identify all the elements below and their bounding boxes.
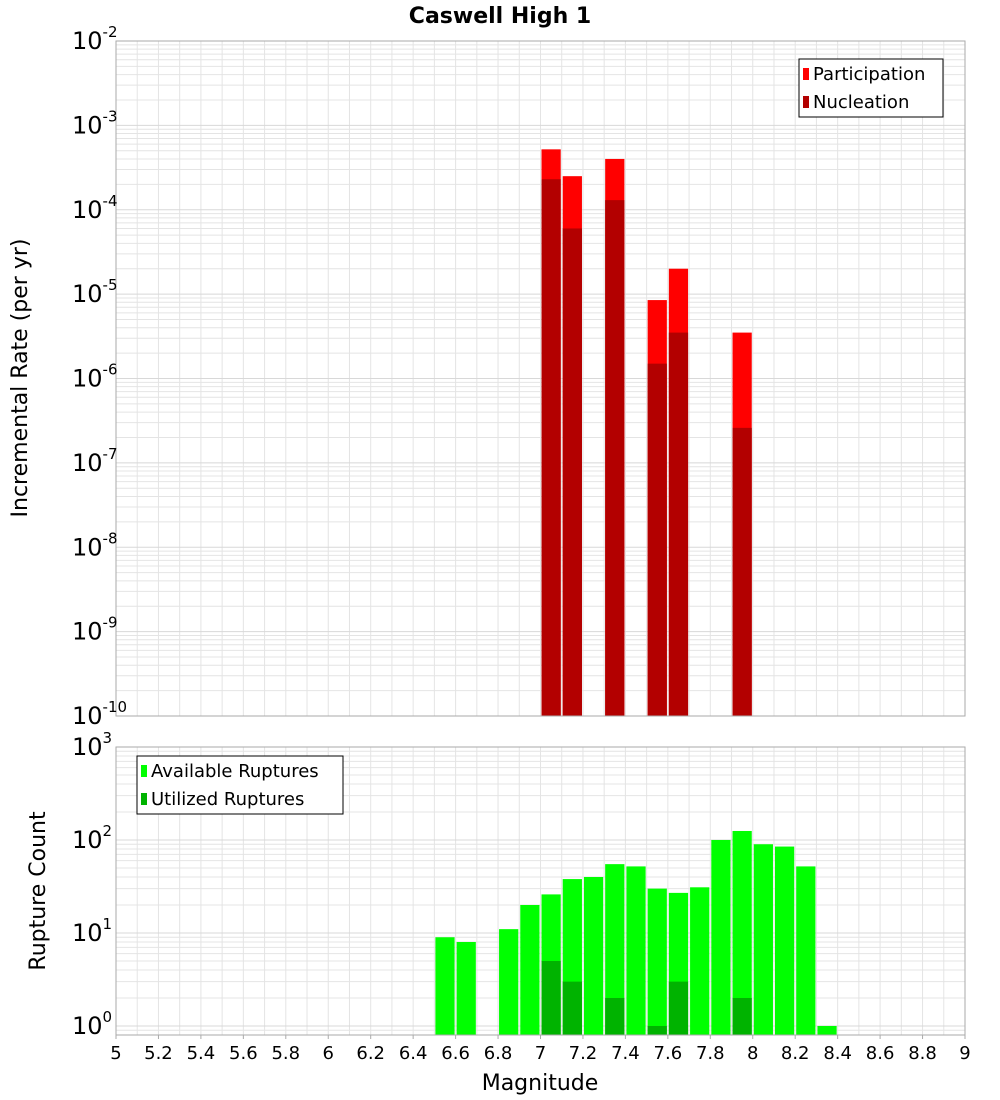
count-legend-swatch (141, 765, 147, 777)
count-bar-available (690, 887, 710, 1035)
x-tick-label: 5 (110, 1043, 121, 1064)
chart-title: Caswell High 1 (409, 4, 591, 29)
count-legend-swatch (141, 793, 147, 805)
count-legend-label: Available Ruptures (151, 761, 319, 782)
count-y-tick-label: 102 (72, 822, 112, 854)
x-tick-label: 8 (747, 1043, 758, 1064)
count-bar-utilized (668, 981, 689, 1035)
x-tick-label: 7.6 (654, 1043, 683, 1064)
rate-legend-swatch (803, 68, 809, 80)
x-tick-label: 5.6 (229, 1043, 258, 1064)
count-bar-available (605, 864, 625, 1035)
rate-y-tick-label: 10-9 (72, 614, 118, 646)
x-tick-label: 6.6 (441, 1043, 470, 1064)
count-bar-available (711, 839, 731, 1035)
rate-y-tick-label: 10-10 (72, 698, 127, 730)
count-bar-available (583, 877, 604, 1035)
count-bar-available (435, 937, 455, 1035)
count-axis-label: Rupture Count (26, 811, 51, 971)
count-bar-utilized (605, 997, 625, 1035)
count-bar-available (499, 929, 519, 1035)
x-tick-label: 7.8 (696, 1043, 725, 1064)
rate-y-tick-label: 10-3 (72, 107, 118, 139)
count-bar-available (456, 942, 476, 1035)
x-tick-label: 7.4 (611, 1043, 640, 1064)
count-bar-utilized (541, 960, 561, 1035)
rate-legend (798, 58, 944, 118)
x-tick-label: 8.6 (866, 1043, 895, 1064)
count-legend-label: Utilized Ruptures (151, 789, 304, 810)
rate-y-tick-label: 10-7 (72, 445, 118, 477)
x-tick-label: 8.2 (781, 1043, 810, 1064)
x-tick-label: 6.2 (356, 1043, 385, 1064)
rate-panel: 10-10 10-9 10-8 10-7 10-6 10-5 10-4 10-3 10-2 Par… (72, 23, 966, 730)
rate-y-tick-label: 10-2 (72, 23, 118, 55)
count-y-tick-label: 100 (72, 1008, 112, 1040)
count-legend (136, 755, 344, 815)
count-bar-utilized (732, 997, 752, 1035)
x-tick-label: 5.4 (187, 1043, 216, 1064)
rate-bar-nucleation (562, 228, 582, 716)
rate-legend-label: Nucleation (813, 92, 909, 113)
x-tick-label: 7.2 (569, 1043, 598, 1064)
count-bar-available (626, 866, 646, 1035)
count-bar-available (520, 904, 540, 1035)
x-tick-label: 5.8 (271, 1043, 300, 1064)
rate-legend-swatch (803, 96, 809, 108)
rate-y-tick-label: 10-8 (72, 529, 118, 561)
rate-plot-frame (115, 40, 966, 717)
x-tick-label: 6.4 (399, 1043, 428, 1064)
rate-y-tick-label: 10-6 (72, 361, 118, 393)
count-bar-available (774, 846, 795, 1035)
rate-legend-label: Participation (813, 64, 925, 85)
count-bar-utilized (562, 981, 582, 1035)
count-bar-available (732, 830, 752, 1035)
count-panel: 100 101 102 103 Available Ruptures Utilized R… (72, 729, 971, 1064)
x-tick-label: 8.4 (823, 1043, 852, 1064)
x-tick-label: 5.2 (144, 1043, 173, 1064)
rate-bar-nucleation (605, 200, 625, 716)
x-tick-label: 8.8 (908, 1043, 937, 1064)
count-bar-available (753, 844, 773, 1035)
rate-y-tick-label: 10-5 (72, 276, 118, 308)
count-bar-available (647, 888, 667, 1035)
rate-y-tick-label: 10-4 (72, 192, 118, 224)
rate-bar-nucleation (541, 179, 561, 716)
count-bar-available (817, 1025, 837, 1035)
x-tick-label: 6.8 (484, 1043, 513, 1064)
rate-axis-label: Incremental Rate (per yr) (8, 239, 33, 518)
rate-bar-nucleation (647, 363, 667, 716)
count-y-tick-label: 101 (72, 915, 112, 947)
count-bar-utilized (647, 1025, 667, 1035)
count-bar-available (796, 866, 816, 1035)
x-tick-label: 9 (959, 1043, 970, 1064)
x-tick-label: 7 (535, 1043, 546, 1064)
x-tick-label: 6 (323, 1043, 334, 1064)
magnitude-axis-label: Magnitude (482, 1071, 599, 1096)
count-y-tick-label: 103 (72, 729, 112, 761)
rate-bar-nucleation (732, 427, 752, 716)
rate-bar-nucleation (668, 332, 689, 716)
